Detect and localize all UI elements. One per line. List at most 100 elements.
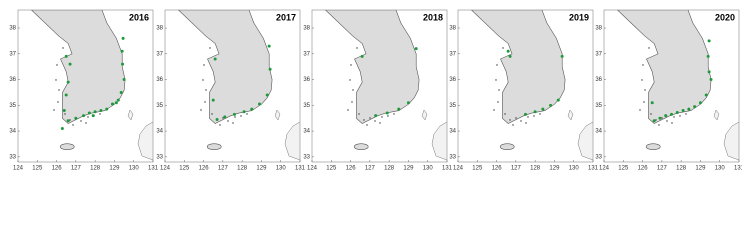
y-tick-label: 33 xyxy=(9,154,16,160)
y-tick-label: 36 xyxy=(303,77,310,83)
y-tick-label: 37 xyxy=(156,51,163,57)
map-panel: 33 34 35 36 37 38 124 125 126 127 128 129 130 131 2018 xyxy=(303,10,453,172)
x-tick-label: 128 xyxy=(90,166,101,172)
site-point xyxy=(650,101,654,105)
site-point xyxy=(121,62,125,66)
y-tick-label: 38 xyxy=(156,26,163,32)
site-point xyxy=(82,114,86,118)
x-tick-label: 131 xyxy=(148,166,159,172)
x-tick-label: 124 xyxy=(160,166,171,172)
site-point xyxy=(122,78,126,82)
site-point xyxy=(64,93,68,97)
site-point xyxy=(556,98,560,102)
y-tick-label: 35 xyxy=(303,103,310,109)
site-point xyxy=(414,47,418,51)
y-tick-label: 36 xyxy=(156,77,163,83)
x-tick-label: 130 xyxy=(423,166,434,172)
map-panel: 33 34 35 36 37 38 124 125 126 127 128 129 130 131 2020 xyxy=(595,10,742,172)
y-tick-label: 37 xyxy=(303,51,310,57)
y-tick-label: 36 xyxy=(595,77,602,83)
x-tick-label: 127 xyxy=(511,166,522,172)
site-point xyxy=(242,110,246,114)
site-point xyxy=(66,80,70,84)
site-point xyxy=(658,116,662,120)
x-tick-label: 131 xyxy=(295,166,306,172)
x-tick-label: 128 xyxy=(237,166,248,172)
x-tick-label: 126 xyxy=(638,166,649,172)
x-tick-label: 131 xyxy=(588,166,599,172)
y-tick-label: 33 xyxy=(449,154,456,160)
site-point xyxy=(664,114,668,118)
y-tick-label: 34 xyxy=(595,129,602,135)
y-tick-label: 36 xyxy=(449,77,456,83)
site-point xyxy=(406,101,410,105)
site-point xyxy=(541,107,545,111)
y-tick-label: 35 xyxy=(449,103,456,109)
site-point xyxy=(385,111,389,115)
year-label: 2019 xyxy=(569,12,589,22)
site-point xyxy=(250,107,254,111)
x-tick-label: 125 xyxy=(179,166,190,172)
site-point xyxy=(68,62,72,66)
y-tick-label: 34 xyxy=(303,129,310,135)
site-point xyxy=(62,108,66,112)
y-tick-label: 37 xyxy=(9,51,16,57)
site-point xyxy=(215,117,219,121)
site-point xyxy=(93,110,97,114)
x-tick-label: 130 xyxy=(276,166,287,172)
site-point xyxy=(670,112,673,116)
y-tick-label: 33 xyxy=(303,154,310,160)
year-label: 2018 xyxy=(423,12,443,22)
site-point xyxy=(267,44,271,48)
site-point xyxy=(121,36,125,40)
site-point xyxy=(707,70,711,74)
map-panel: 33 34 35 36 37 38 124 125 126 127 128 129 130 131 2017 xyxy=(156,10,306,172)
y-tick-label: 35 xyxy=(595,103,602,109)
site-point xyxy=(119,90,123,94)
x-tick-label: 124 xyxy=(453,166,464,172)
map-panel: 33 34 35 36 37 38 124 125 126 127 128 129 130 131 2016 xyxy=(9,10,159,172)
y-tick-label: 37 xyxy=(595,51,602,57)
x-tick-label: 125 xyxy=(618,166,629,172)
x-tick-label: 130 xyxy=(129,166,140,172)
year-label: 2017 xyxy=(276,12,296,22)
site-point xyxy=(706,54,710,58)
site-point xyxy=(116,98,120,102)
x-tick-label: 126 xyxy=(52,166,63,172)
site-point xyxy=(675,111,679,115)
x-tick-label: 127 xyxy=(657,166,668,172)
site-point xyxy=(74,116,78,120)
year-label: 2020 xyxy=(715,12,735,22)
x-tick-label: 129 xyxy=(256,166,267,172)
x-tick-label: 131 xyxy=(734,166,742,172)
figure: 33 34 35 36 37 38 124 125 126 127 128 129 130 131 2016… xyxy=(9,0,742,172)
y-tick-label: 34 xyxy=(449,129,456,135)
site-point xyxy=(99,108,103,112)
site-point xyxy=(114,101,118,105)
site-point xyxy=(258,102,261,106)
x-tick-label: 129 xyxy=(403,166,414,172)
site-point xyxy=(60,127,64,131)
y-tick-label: 36 xyxy=(9,77,16,83)
site-point xyxy=(707,39,711,43)
site-point xyxy=(508,54,512,58)
year-label: 2016 xyxy=(129,12,149,22)
site-point xyxy=(120,49,124,53)
x-tick-label: 128 xyxy=(676,166,687,172)
site-point xyxy=(374,114,378,118)
site-point xyxy=(87,111,91,115)
site-point xyxy=(64,54,68,58)
site-point xyxy=(232,112,236,116)
site-point xyxy=(693,105,697,109)
x-tick-label: 129 xyxy=(109,166,120,172)
x-tick-label: 129 xyxy=(695,166,706,172)
x-tick-label: 128 xyxy=(384,166,395,172)
x-tick-label: 125 xyxy=(472,166,483,172)
x-tick-label: 127 xyxy=(71,166,82,172)
site-point xyxy=(524,112,527,116)
x-tick-label: 125 xyxy=(32,166,43,172)
site-point xyxy=(704,93,708,97)
site-point xyxy=(211,98,215,102)
y-tick-label: 34 xyxy=(9,129,16,135)
site-point xyxy=(111,102,114,106)
